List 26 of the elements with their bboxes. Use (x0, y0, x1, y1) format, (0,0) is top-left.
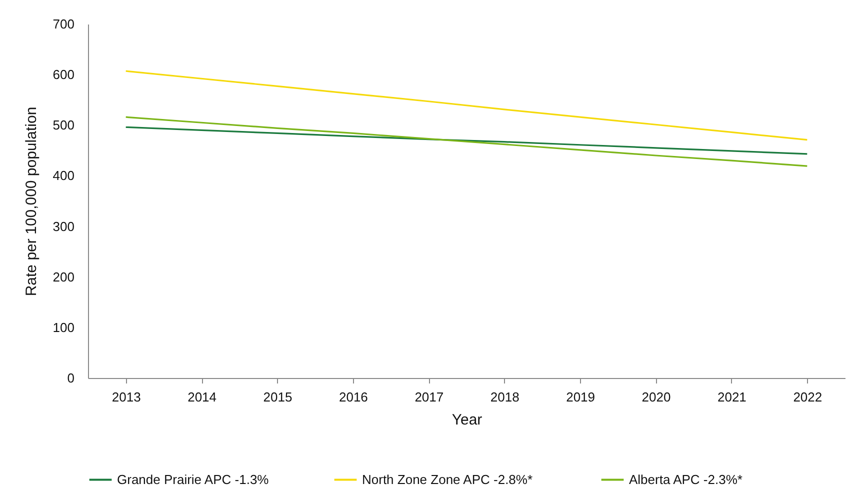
legend-label: Grande Prairie APC -1.3% (117, 472, 270, 487)
x-tick-label: 2014 (188, 390, 217, 404)
y-tick-label: 600 (52, 67, 74, 82)
y-tick-label: 700 (52, 16, 74, 32)
y-tick-label: 200 (52, 269, 74, 284)
x-tick-label: 2017 (414, 390, 444, 404)
x-tick-label: 2018 (490, 390, 520, 404)
x-tick-label: 2015 (263, 390, 292, 404)
x-tick-label: 2021 (717, 390, 746, 404)
x-tick-label: 2019 (566, 390, 596, 404)
y-axis-title: Rate per 100,000 population (22, 106, 40, 296)
y-tick-label: 500 (52, 118, 74, 133)
x-tick-label: 2013 (112, 390, 141, 404)
y-tick-label: 0 (67, 370, 74, 386)
x-tick-label: 2022 (793, 390, 822, 404)
y-tick-label: 100 (52, 320, 74, 335)
x-axis-title: Year (452, 412, 482, 428)
x-tick-label: 2016 (338, 390, 368, 404)
legend-label: Alberta APC -2.3%* (629, 472, 742, 487)
y-tick-label: 400 (52, 168, 74, 184)
line-series (125, 116, 808, 167)
legend-label: North Zone Zone APC -2.8%* (362, 472, 533, 487)
x-tick-label: 2020 (642, 390, 671, 404)
line-series (125, 70, 808, 141)
line-series (125, 126, 808, 155)
y-tick-label: 300 (52, 218, 74, 234)
